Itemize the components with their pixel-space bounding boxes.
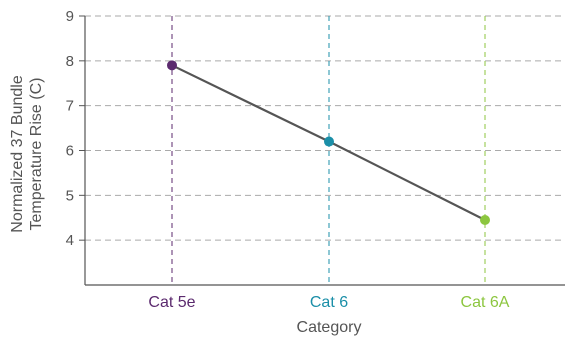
y-axis-title-line-2: Temperature Rise (C)	[28, 78, 45, 231]
y-tick-labels: 4 5 6 7 8 9	[66, 8, 74, 249]
data-point	[167, 60, 177, 71]
gridlines	[79, 15, 565, 241]
y-tick-label: 5	[66, 187, 74, 204]
x-tick-label: Cat 5e	[148, 294, 195, 311]
y-axis-title: Normalized 37 Bundle Temperature Rise (C…	[9, 75, 45, 233]
y-tick-label: 6	[66, 143, 74, 160]
x-tick-label: Cat 6A	[461, 294, 510, 311]
axes	[84, 16, 565, 286]
series	[167, 60, 490, 225]
y-axis-title-line-1: Normalized 37 Bundle	[9, 75, 26, 233]
x-tick-labels: Cat 5e Cat 6 Cat 6A	[148, 294, 509, 311]
y-tick-label: 7	[66, 98, 74, 115]
y-tick-label: 4	[66, 232, 74, 249]
y-tick-label: 8	[66, 53, 74, 70]
data-point	[324, 136, 334, 147]
y-tick-label: 9	[66, 8, 74, 25]
x-tick-label: Cat 6	[310, 294, 348, 311]
data-point	[480, 214, 490, 225]
x-axis-title: Category	[297, 319, 362, 336]
